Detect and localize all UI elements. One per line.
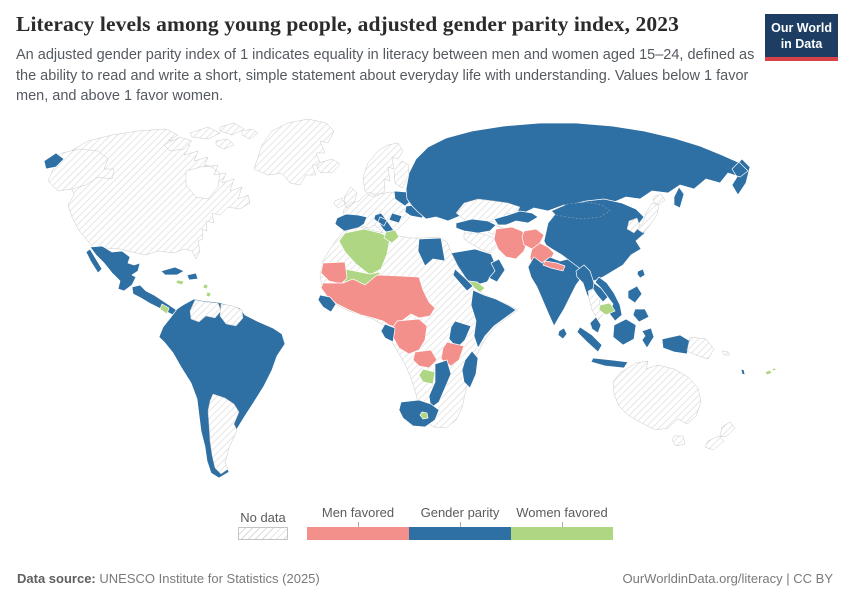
region-zimbabwe[interactable]: [419, 369, 435, 384]
legend-no-data-swatch[interactable]: [238, 526, 288, 540]
legend-gender-parity-label: Gender parity: [420, 504, 500, 520]
legend-tick: [357, 521, 359, 527]
region-iran[interactable]: [494, 227, 528, 259]
region-taiwan[interactable]: [637, 269, 645, 278]
region-south-africa[interactable]: [399, 400, 439, 427]
page-title: Literacy levels among young people, adju…: [16, 12, 679, 36]
region-egypt[interactable]: [418, 238, 445, 266]
legend-gender-parity-swatch[interactable]: [409, 526, 511, 540]
region-greenland[interactable]: [254, 119, 334, 185]
region-fiji[interactable]: [765, 368, 776, 375]
region-mongolia[interactable]: [552, 202, 610, 219]
region-philippines[interactable]: [628, 286, 649, 322]
region-hispaniola[interactable]: [187, 273, 198, 280]
region-india[interactable]: [528, 257, 590, 326]
legend-no-data[interactable]: No data: [238, 510, 288, 540]
world-map: [28, 111, 828, 501]
footer-source-value: UNESCO Institute for Statistics (2025): [99, 571, 320, 586]
region-china[interactable]: [544, 199, 645, 281]
page-subtitle: An adjusted gender parity index of 1 ind…: [16, 47, 755, 105]
region-madagascar[interactable]: [462, 351, 478, 388]
header-text: Literacy levels among young people, adju…: [16, 12, 764, 107]
region-algeria[interactable]: [339, 229, 390, 275]
map-legend: No data Men favored Gender parity Women …: [238, 505, 850, 540]
region-cambodia[interactable]: [599, 303, 615, 315]
region-sri-lanka[interactable]: [558, 328, 567, 339]
legend-men-favored[interactable]: Men favored: [307, 505, 409, 540]
legend-gender-parity[interactable]: Gender parity: [409, 505, 511, 540]
region-oman[interactable]: [489, 259, 505, 282]
footer-source-label: Data source:: [17, 571, 96, 586]
region-tunisia[interactable]: [384, 230, 399, 243]
region-nepal[interactable]: [543, 261, 565, 271]
region-indonesia[interactable]: [577, 319, 690, 374]
region-turkey[interactable]: [456, 219, 496, 233]
region-japan[interactable]: [637, 194, 665, 233]
region-vanuatu[interactable]: [741, 369, 745, 375]
region-eritrea-djibouti[interactable]: [453, 269, 473, 291]
region-guinea[interactable]: [318, 295, 336, 312]
region-guyana-suriname[interactable]: [220, 304, 243, 326]
region-mexico[interactable]: [86, 246, 140, 291]
owid-logo-line2: in Data: [780, 36, 823, 51]
region-argentina[interactable]: [208, 394, 239, 474]
region-iceland[interactable]: [317, 159, 340, 173]
region-solomon-islands[interactable]: [722, 351, 730, 355]
region-australia[interactable]: [613, 361, 701, 446]
region-spain-portugal[interactable]: [335, 214, 367, 231]
region-hungary-serbia[interactable]: [389, 213, 402, 223]
region-somalia[interactable]: [471, 290, 516, 348]
region-croatia[interactable]: [378, 217, 387, 226]
region-costa-rica[interactable]: [160, 304, 169, 314]
owid-logo-line1: Our World: [771, 21, 832, 35]
region-levant-iraq-syria[interactable]: [464, 233, 498, 253]
region-mozambique[interactable]: [429, 360, 451, 408]
region-jamaica[interactable]: [176, 280, 184, 285]
region-papua-new-guinea[interactable]: [687, 337, 714, 359]
legend-tick: [561, 521, 563, 527]
legend-no-data-label: No data: [240, 509, 286, 525]
legend-women-favored[interactable]: Women favored: [511, 505, 613, 540]
region-lesser-antilles[interactable]: [203, 284, 211, 297]
legend-women-favored-label: Women favored: [516, 504, 608, 520]
footer-source: Data source: UNESCO Institute for Statis…: [17, 571, 320, 586]
region-new-zealand[interactable]: [705, 422, 735, 450]
header: Literacy levels among young people, adju…: [0, 0, 850, 107]
region-malaysia[interactable]: [590, 317, 601, 333]
map-container: [28, 111, 830, 501]
legend-women-favored-swatch[interactable]: [511, 526, 613, 540]
region-cuba[interactable]: [161, 267, 184, 275]
region-venezuela[interactable]: [190, 300, 221, 322]
region-russia[interactable]: [44, 123, 750, 221]
region-lesotho[interactable]: [420, 412, 428, 419]
legend-tick: [459, 521, 461, 527]
region-korea[interactable]: [627, 218, 640, 233]
owid-logo[interactable]: Our World in Data: [765, 14, 838, 62]
region-central-america[interactable]: [132, 285, 178, 316]
region-vietnam[interactable]: [595, 277, 622, 321]
region-gabon-congo[interactable]: [381, 324, 395, 342]
footer-credit[interactable]: OurWorldinData.org/literacy | CC BY: [622, 571, 833, 586]
region-zambia[interactable]: [413, 350, 437, 368]
legend-men-favored-swatch[interactable]: [307, 526, 409, 540]
footer: Data source: UNESCO Institute for Statis…: [17, 571, 833, 586]
region-uzbekistan[interactable]: [494, 211, 538, 225]
region-west-africa-sahel[interactable]: [321, 275, 435, 328]
legend-men-favored-label: Men favored: [321, 504, 395, 520]
region-canadian-arctic-islands[interactable]: [164, 123, 258, 151]
